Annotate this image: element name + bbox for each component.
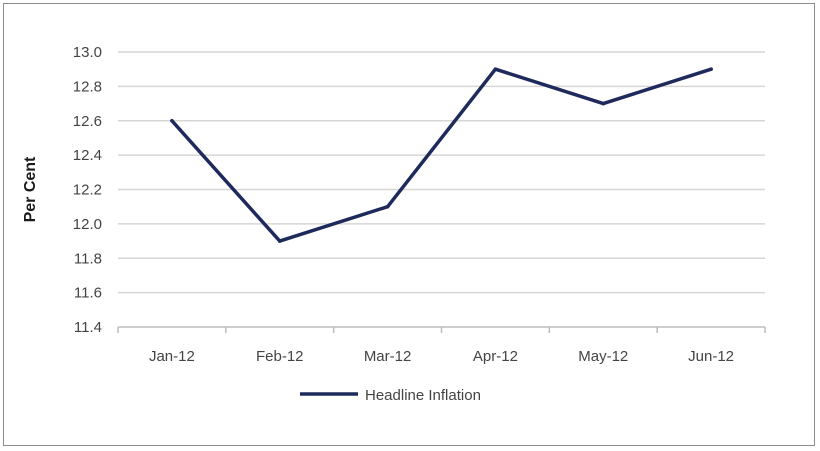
x-tick-label: May-12 [578,348,628,365]
y-tick-label: 12.2 [73,182,102,199]
y-tick-label: 11.6 [74,285,102,302]
series-group [170,67,713,243]
series-line-headline-inflation [170,67,713,243]
y-tick-label: 13.0 [73,44,102,61]
y-tick-label: 12.0 [73,216,102,233]
x-tick-label: Feb-12 [256,348,304,365]
gridlines [118,51,765,294]
y-tick-label: 12.6 [73,113,102,130]
y-tick-labels: 13.0 12.8 12.6 12.4 12.2 12.0 11.8 11.6 11.4 [73,44,102,336]
axes [117,326,766,333]
x-tick-label: Jan-12 [149,348,195,365]
legend-entry-headline-inflation: Headline Inflation [365,387,481,404]
y-tick-label: 12.4 [73,147,102,164]
data-point [385,204,390,209]
data-point [170,118,174,123]
data-point [709,67,713,71]
y-tick-label: 11.8 [74,250,102,267]
data-point [493,67,498,71]
data-point [601,101,606,106]
data-point [277,239,282,243]
x-tick-label: Jun-12 [688,348,734,365]
y-axis-label: Per Cent [22,156,39,222]
x-tick-labels: Jan-12 Feb-12 Mar-12 Apr-12 May-12 Jun-12 [149,348,734,365]
x-tick-label: Apr-12 [473,348,518,365]
y-tick-label: 11.4 [74,319,102,336]
x-tick-label: Mar-12 [364,348,412,365]
y-tick-label: 12.8 [73,78,102,95]
legend: Headline Inflation [300,387,481,404]
